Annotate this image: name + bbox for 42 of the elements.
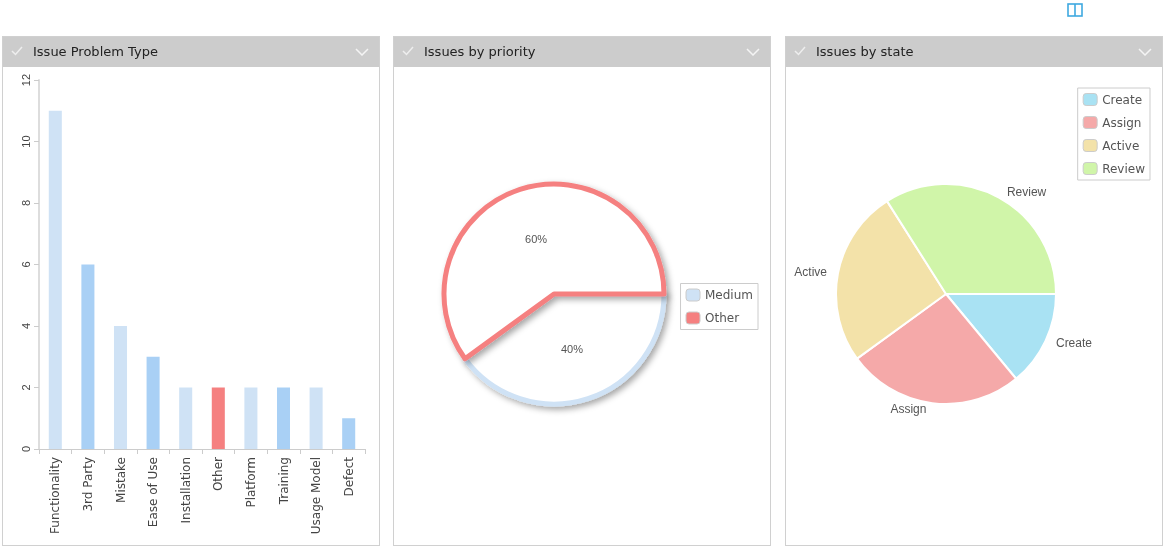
x-tick-label: Mistake [113,457,128,503]
x-tick-label: Ease of Use [146,457,161,528]
legend-label: Active [1102,138,1140,153]
x-tick-label: 3rd Party [80,457,95,512]
bar [276,387,291,449]
x-tick-label: Usage Model [309,457,324,535]
legend-label: Other [705,311,740,325]
bar [342,418,356,449]
bar [211,387,225,449]
slice-label: Create [1055,336,1093,351]
x-tick-label: Defect [341,456,356,497]
x-tick-label: Functionality [48,457,63,534]
x-tick-label: Training [276,457,291,506]
slice-label: Assign [890,402,927,417]
y-tick-label: 6 [19,261,32,268]
x-tick-label: Installation [178,457,193,524]
data-label: 60% [525,232,548,245]
data-label: 40% [560,343,584,356]
bar [146,356,160,449]
bar [244,387,258,449]
legend-label: Medium [705,288,753,302]
x-tick-label: Other [211,456,226,492]
slice-label: Active [794,265,828,280]
y-tick-label: 0 [19,445,32,453]
legend-label: Assign [1102,115,1142,130]
y-tick-label: 2 [19,384,32,391]
bar [309,387,323,449]
y-tick-label: 12 [19,73,32,87]
bar [113,326,128,449]
legend-label: Review [1102,161,1146,176]
chart-title: Issues by priority [424,43,536,61]
legend-label: Create [1102,92,1143,107]
chart-title: Issue Problem Type [33,43,158,61]
y-tick-label: 4 [19,322,32,330]
bar [81,264,95,449]
y-tick-label: 10 [19,135,32,148]
slice-label: Review [1006,185,1047,200]
bar [48,110,62,449]
bar [179,387,193,449]
y-tick-label: 8 [19,199,32,207]
chart-title: Issues by state [816,43,914,61]
x-tick-label: Platform [243,457,258,508]
